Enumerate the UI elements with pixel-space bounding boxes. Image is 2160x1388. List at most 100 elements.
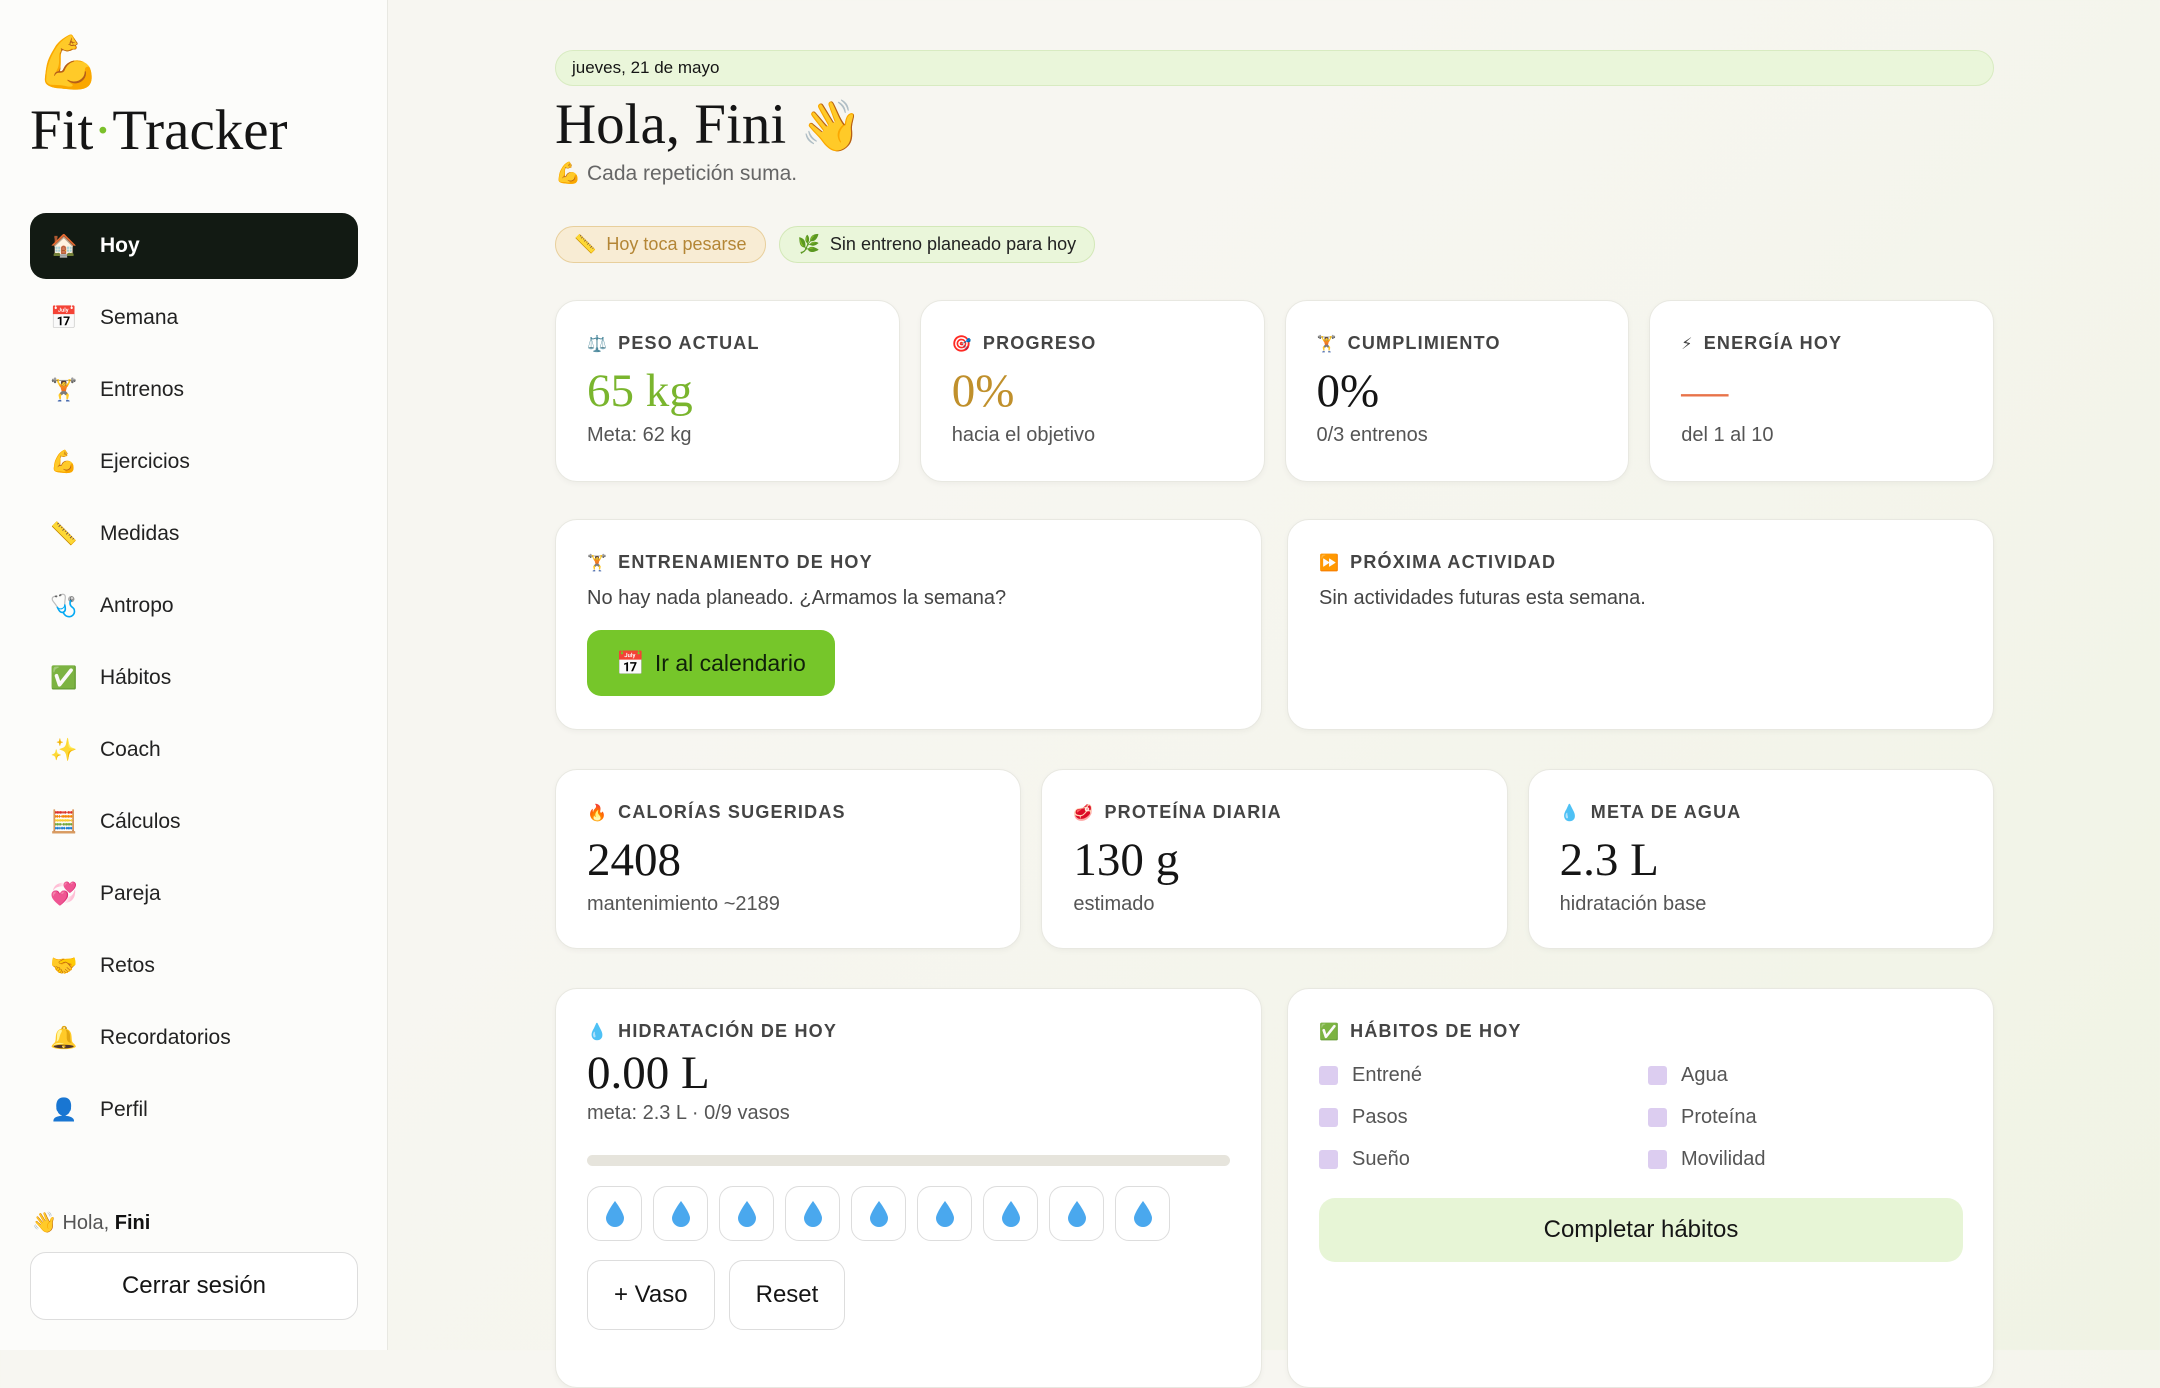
hydration-note: meta: 2.3 L · 0/9 vasos	[587, 1102, 790, 1124]
glass-button[interactable]	[719, 1186, 774, 1241]
metric-note: Meta: 62 kg	[587, 424, 692, 446]
nav-icon: 🔔	[50, 1025, 78, 1050]
hydration-buttons: + Vaso Reset	[587, 1260, 1230, 1330]
badge-text: Hoy toca pesarse	[606, 234, 747, 254]
label-text: HÁBITOS DE HOY	[1350, 1021, 1522, 1041]
badge: 📏 Hoy toca pesarse	[555, 226, 766, 263]
brand-dot: ·	[93, 99, 113, 162]
glass-button[interactable]	[653, 1186, 708, 1241]
nav-item[interactable]: 📏 Medidas	[30, 501, 358, 567]
title: Hola, Fini 👋	[555, 92, 862, 157]
drop-shape	[1067, 1200, 1086, 1227]
label-text: PROTEÍNA DIARIA	[1104, 802, 1282, 822]
nav-item[interactable]: 📅 Semana	[30, 285, 358, 351]
glass-button[interactable]	[1115, 1186, 1170, 1241]
nav-icon: 📏	[50, 521, 78, 546]
drop-icon	[935, 1200, 954, 1227]
logo-icon: 💪	[36, 34, 101, 92]
drop-icon	[1067, 1200, 1086, 1227]
brand: Fit·Tracker	[30, 98, 288, 163]
nav-label: Hoy	[100, 234, 140, 257]
label-text: PESO ACTUAL	[618, 333, 760, 353]
drop-shape	[605, 1200, 624, 1227]
habits-card: ✅ HÁBITOS DE HOY Entrené Agua Pasos Proteína…	[1287, 988, 1994, 1388]
glass-button[interactable]	[785, 1186, 840, 1241]
nav-item[interactable]: 🧮 Cálculos	[30, 789, 358, 855]
logout-button[interactable]: Cerrar sesión	[30, 1252, 358, 1320]
habit-item[interactable]: Agua	[1648, 1054, 1977, 1096]
habit-list: Entrené Agua Pasos Proteína Sueño Movilidad	[1319, 1054, 1962, 1180]
habit-label: Movilidad	[1681, 1147, 1766, 1170]
metric-value: 130 g	[1073, 834, 1180, 886]
card-label: ✅ HÁBITOS DE HOY	[1319, 1021, 1962, 1042]
label-text: CALORÍAS SUGERIDAS	[618, 802, 846, 822]
glass-button[interactable]	[1049, 1186, 1104, 1241]
add-glass-button[interactable]: + Vaso	[587, 1260, 715, 1330]
complete-habits-button[interactable]: Completar hábitos	[1319, 1198, 1963, 1262]
card-icon: 🔥	[587, 804, 609, 822]
card-icon: 🥩	[1073, 804, 1095, 822]
nav-label: Recordatorios	[100, 1026, 231, 1049]
nav-item[interactable]: 🔔 Recordatorios	[30, 1005, 358, 1071]
label-text: HIDRATACIÓN DE HOY	[618, 1021, 838, 1041]
metric-value: 0%	[951, 365, 1015, 417]
habit-checkbox	[1648, 1065, 1667, 1085]
label-text: ENERGÍA HOY	[1703, 333, 1843, 353]
nav-item[interactable]: 🤝 Retos	[30, 933, 358, 999]
metric-note: 0/3 entrenos	[1316, 424, 1428, 446]
brand-right: Tracker	[112, 99, 288, 162]
card-icon: ⚖️	[587, 335, 609, 353]
stat-card: ⚖️ PESO ACTUAL 65 kg Meta: 62 kg	[555, 300, 900, 482]
nav-label: Pareja	[100, 882, 161, 905]
nav-icon: 💪	[50, 449, 78, 474]
habit-label: Sueño	[1352, 1147, 1410, 1170]
metric-note: estimado	[1073, 893, 1155, 915]
plan-row: 🏋️ ENTRENAMIENTO DE HOY No hay nada plane…	[555, 519, 1994, 730]
nav-item[interactable]: ✨ Coach	[30, 717, 358, 783]
nav-item[interactable]: 💞 Pareja	[30, 861, 358, 927]
metric-value: 2408	[587, 834, 681, 886]
metric-value: 65 kg	[587, 365, 693, 417]
nav-label: Medidas	[100, 522, 180, 545]
nav-icon: 👤	[50, 1097, 78, 1122]
subtitle: 💪 Cada repetición suma.	[555, 162, 797, 186]
main: jueves, 21 de mayo Hola, Fini 👋 💪 Cada re…	[555, 0, 1994, 1388]
stats-row: ⚖️ PESO ACTUAL 65 kg Meta: 62 kg 🎯 PROGRESO 0%…	[555, 300, 1994, 482]
habit-checkbox	[1319, 1107, 1338, 1127]
nav-item[interactable]: 🏠 Hoy	[30, 213, 358, 279]
card-label: 🎯 PROGRESO	[952, 333, 1233, 354]
card-icon: ⏩	[1319, 554, 1341, 572]
stat-card: ⚡ ENERGÍA HOY — del 1 al 10	[1649, 300, 1994, 482]
glass-button[interactable]	[983, 1186, 1038, 1241]
hydration-card: 💧 HIDRATACIÓN DE HOY 0.00 L meta: 2.3 L ·…	[555, 988, 1262, 1388]
habit-item[interactable]: Movilidad	[1648, 1138, 1977, 1180]
nav-item[interactable]: 🏋️ Entrenos	[30, 357, 358, 423]
glass-button[interactable]	[917, 1186, 972, 1241]
label-text: PROGRESO	[982, 333, 1097, 353]
calendar-button[interactable]: 📅 Ir al calendario	[587, 630, 835, 696]
nav-item[interactable]: 👤 Perfil	[30, 1077, 358, 1143]
nav-item[interactable]: 🩺 Antropo	[30, 573, 358, 639]
drop-shape	[1001, 1200, 1020, 1227]
card-label: 🏋️ CUMPLIMIENTO	[1317, 333, 1598, 354]
stat-card: 🏋️ CUMPLIMIENTO 0% 0/3 entrenos	[1284, 300, 1630, 482]
nav: 🏠 Hoy 📅 Semana 🏋️ Entrenos 💪 Ejercicios 📏 Medidas…	[30, 213, 358, 1149]
habit-item[interactable]: Pasos	[1319, 1096, 1648, 1138]
habit-item[interactable]: Entrené	[1319, 1054, 1648, 1096]
subtitle-icon: 💪	[555, 162, 582, 185]
glass-button[interactable]	[851, 1186, 906, 1241]
card-icon: 💧	[1559, 804, 1581, 822]
habit-item[interactable]: Sueño	[1319, 1138, 1648, 1180]
glass-button[interactable]	[587, 1186, 642, 1241]
card-label: 🔥 CALORÍAS SUGERIDAS	[587, 802, 989, 823]
habit-item[interactable]: Proteína	[1648, 1096, 1977, 1138]
habit-label: Entrené	[1352, 1063, 1423, 1086]
drop-icon	[605, 1200, 624, 1227]
nutrition-row: 🔥 CALORÍAS SUGERIDAS 2408 mantenimiento ~21…	[555, 769, 1994, 949]
reset-button[interactable]: Reset	[728, 1260, 846, 1330]
nav-item[interactable]: 💪 Ejercicios	[30, 429, 358, 495]
nav-item[interactable]: ✅ Hábitos	[30, 645, 358, 711]
card-text: No hay nada planeado. ¿Armamos la semana…	[587, 587, 1007, 609]
badge: 🌿 Sin entreno planeado para hoy	[778, 226, 1096, 263]
button-text: Ir al calendario	[654, 649, 806, 676]
